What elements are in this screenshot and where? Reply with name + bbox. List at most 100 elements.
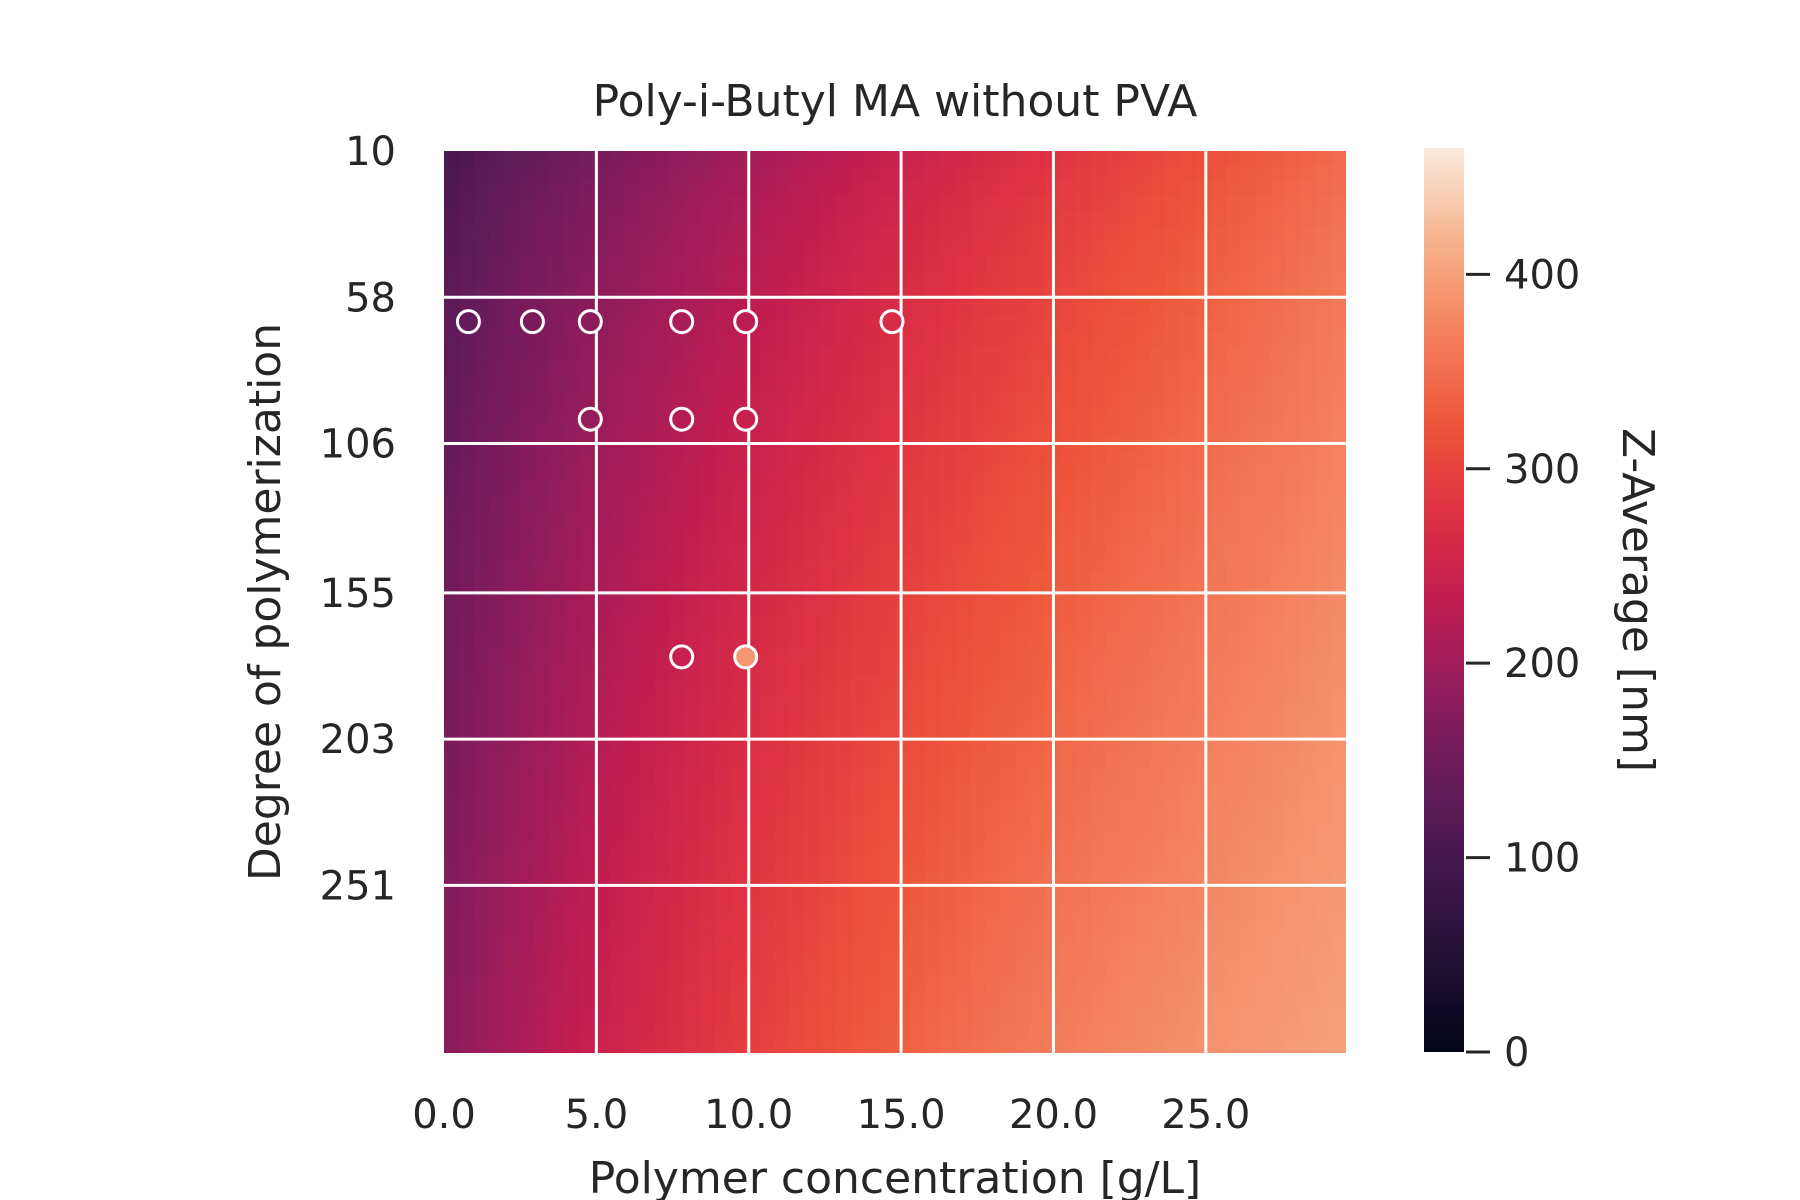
heatmap-cell	[519, 917, 535, 934]
heatmap-cell	[970, 331, 986, 348]
heatmap-cell	[444, 827, 460, 844]
heatmap-cell	[1030, 541, 1046, 558]
heatmap-cell	[789, 917, 806, 934]
heatmap-cell	[1270, 842, 1287, 859]
heatmap-cell	[714, 812, 731, 829]
heatmap-cell	[624, 752, 641, 768]
heatmap-cell	[714, 857, 731, 874]
heatmap-cell	[549, 902, 565, 919]
heatmap-cell	[1135, 887, 1152, 904]
heatmap-cell	[459, 992, 475, 1009]
heatmap-cell	[1120, 752, 1137, 768]
heatmap-cell	[1075, 466, 1092, 483]
heatmap-cell	[744, 677, 761, 693]
heatmap-cell	[684, 481, 701, 498]
heatmap-cell	[549, 947, 565, 964]
heatmap-cell	[849, 1022, 866, 1039]
heatmap-cell	[729, 767, 746, 783]
heatmap-cell	[1255, 932, 1272, 949]
heatmap-cell	[879, 767, 896, 783]
heatmap-cell	[849, 451, 866, 468]
heatmap-cell	[564, 406, 580, 423]
heatmap-cell	[1105, 556, 1122, 573]
heatmap-cell	[940, 737, 956, 753]
heatmap-cell	[1150, 932, 1167, 949]
heatmap-cell	[1030, 902, 1046, 919]
heatmap-cell	[1225, 1007, 1242, 1024]
heatmap-cell	[1060, 571, 1076, 588]
heatmap-cell	[910, 226, 926, 242]
heatmap-cell	[504, 917, 520, 934]
heatmap-cell	[1030, 932, 1046, 949]
heatmap-cell	[774, 617, 791, 633]
heatmap-cell	[834, 331, 851, 348]
heatmap-cell	[654, 947, 671, 964]
heatmap-cell	[1105, 481, 1122, 498]
heatmap-cell	[910, 361, 926, 378]
heatmap-cell	[1135, 556, 1152, 573]
heatmap-cell	[1255, 406, 1272, 423]
heatmap-cell	[940, 151, 956, 167]
heatmap-cell	[879, 481, 896, 498]
heatmap-cell	[1090, 541, 1107, 558]
heatmap-cell	[1270, 647, 1287, 663]
x-tick-label: 25.0	[1161, 1092, 1250, 1138]
heatmap-cell	[1015, 301, 1031, 317]
heatmap-cell	[639, 962, 656, 979]
heatmap-cell	[609, 977, 625, 994]
heatmap-cell	[594, 827, 610, 844]
heatmap-cell	[1330, 496, 1346, 513]
heatmap-cell	[1195, 1007, 1212, 1024]
heatmap-cell	[564, 812, 580, 829]
heatmap-cell	[1210, 196, 1227, 212]
heatmap-cell	[1135, 541, 1152, 558]
heatmap-cell	[729, 256, 746, 272]
heatmap-cell	[1060, 842, 1076, 859]
heatmap-cell	[1135, 496, 1152, 513]
heatmap-cell	[940, 1037, 956, 1053]
heatmap-cell	[609, 962, 625, 979]
heatmap-cell	[624, 857, 641, 874]
heatmap-cell	[564, 331, 580, 348]
heatmap-cell	[549, 932, 565, 949]
heatmap-cell	[925, 977, 941, 994]
heatmap-cell	[925, 496, 941, 513]
heatmap-cell	[925, 662, 941, 678]
heatmap-cell	[834, 692, 851, 708]
heatmap-cell	[1255, 992, 1272, 1009]
heatmap-cell	[1060, 211, 1076, 227]
heatmap-cell	[489, 541, 505, 558]
heatmap-cell	[504, 797, 520, 814]
heatmap-cell	[849, 346, 866, 363]
heatmap-cell	[444, 586, 460, 603]
heatmap-cell	[1285, 526, 1302, 543]
heatmap-cell	[744, 812, 761, 829]
heatmap-cell	[1330, 902, 1346, 919]
heatmap-cell	[1105, 586, 1122, 603]
heatmap-cell	[1300, 256, 1317, 272]
heatmap-cell	[834, 211, 851, 227]
heatmap-cell	[759, 166, 776, 182]
heatmap-cell	[1060, 451, 1076, 468]
heatmap-cell	[579, 181, 595, 197]
heatmap-cell	[895, 241, 911, 257]
heatmap-cell	[624, 331, 641, 348]
heatmap-cell	[789, 797, 806, 814]
heatmap-cell	[1210, 316, 1227, 332]
heatmap-cell	[639, 1022, 656, 1039]
heatmap-cell	[789, 692, 806, 708]
heatmap-cell	[1225, 211, 1242, 227]
heatmap-cell	[639, 361, 656, 378]
heatmap-cell	[1015, 556, 1031, 573]
heatmap-cell	[579, 511, 595, 528]
heatmap-cell	[684, 526, 701, 543]
heatmap-cell	[759, 211, 776, 227]
heatmap-cell	[985, 211, 1001, 227]
heatmap-cell	[1090, 286, 1107, 302]
heatmap-cell	[1015, 662, 1031, 678]
heatmap-cell	[940, 421, 956, 438]
heatmap-cell	[985, 857, 1001, 874]
heatmap-cell	[1180, 752, 1197, 768]
